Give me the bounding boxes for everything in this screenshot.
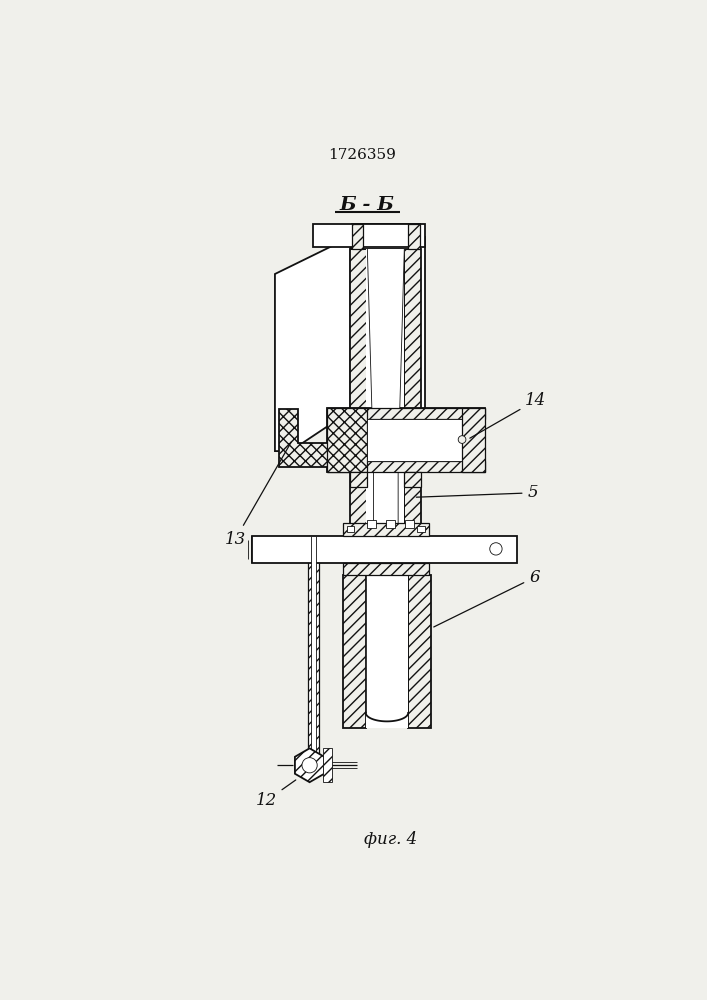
Bar (404, 528, 421, 540)
Bar (404, 472, 421, 487)
Text: 12: 12 (256, 780, 296, 809)
Bar (343, 563, 429, 575)
Bar (327, 408, 485, 419)
Bar (404, 249, 421, 528)
Polygon shape (275, 237, 351, 451)
Bar (405, 520, 414, 528)
Bar (366, 249, 404, 528)
Bar (417, 526, 425, 532)
Bar (327, 408, 485, 472)
Polygon shape (420, 237, 425, 411)
Bar (408, 575, 431, 728)
Bar (351, 472, 368, 487)
Bar (462, 408, 485, 472)
Bar (252, 536, 518, 563)
Bar (327, 408, 368, 472)
Bar (343, 523, 429, 536)
Text: 5: 5 (416, 484, 538, 501)
Text: 1726359: 1726359 (328, 148, 396, 162)
Bar (308, 536, 319, 755)
Polygon shape (295, 748, 325, 782)
Bar (408, 224, 420, 249)
Polygon shape (368, 249, 404, 528)
Bar (343, 575, 366, 728)
Bar (366, 575, 408, 728)
Text: 13: 13 (225, 442, 291, 548)
Text: 6: 6 (434, 569, 539, 627)
Bar (311, 536, 316, 755)
Circle shape (302, 758, 317, 773)
Bar (351, 249, 368, 528)
Bar (386, 520, 395, 528)
Bar (352, 224, 420, 249)
Bar (351, 528, 368, 540)
Bar (368, 419, 462, 461)
Bar (352, 224, 363, 249)
Bar (322, 748, 332, 782)
Polygon shape (313, 224, 425, 247)
Text: 14: 14 (470, 392, 547, 438)
Polygon shape (279, 409, 329, 466)
Text: фиг. 4: фиг. 4 (364, 831, 417, 848)
Text: Б - Б: Б - Б (340, 196, 395, 214)
Bar (346, 526, 354, 532)
Bar (366, 520, 376, 528)
Circle shape (458, 436, 466, 443)
Circle shape (490, 543, 502, 555)
Bar (327, 461, 485, 472)
